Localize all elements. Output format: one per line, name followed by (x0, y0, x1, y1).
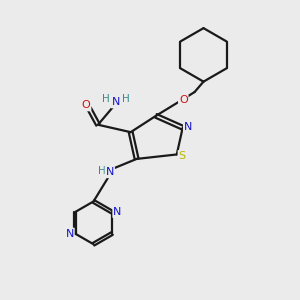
Text: N: N (112, 98, 120, 107)
Text: H: H (98, 166, 105, 176)
Text: N: N (106, 167, 114, 177)
Text: S: S (178, 151, 186, 161)
Text: N: N (113, 207, 122, 217)
Text: H: H (122, 94, 130, 104)
Text: O: O (179, 95, 188, 105)
Text: O: O (82, 100, 91, 110)
Text: N: N (65, 229, 74, 238)
Text: H: H (101, 94, 109, 104)
Text: N: N (184, 122, 192, 132)
